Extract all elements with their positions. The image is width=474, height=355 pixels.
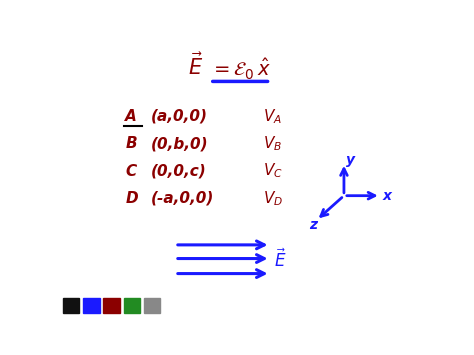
Text: $V_{B}$: $V_{B}$ [263,135,282,153]
Text: A: A [125,109,137,124]
Text: (-a,0,0): (-a,0,0) [151,191,214,206]
Text: $= \mathcal{E}_0\,\hat{x}$: $= \mathcal{E}_0\,\hat{x}$ [210,57,271,82]
Text: $\vec{E}$: $\vec{E}$ [188,53,203,80]
Text: (0,b,0): (0,b,0) [151,136,209,151]
Text: x: x [383,189,392,203]
Bar [124,298,140,313]
Bar [103,298,120,313]
Text: y: y [346,153,355,167]
Text: B: B [125,136,137,151]
Bar [83,298,100,313]
Text: (a,0,0): (a,0,0) [151,109,208,124]
Text: C: C [125,164,137,179]
Text: D: D [125,191,138,206]
Text: $V_{A}$: $V_{A}$ [263,107,282,126]
Text: $V_{C}$: $V_{C}$ [263,162,283,180]
Text: (0,0,c): (0,0,c) [151,164,207,179]
Bar [144,298,160,313]
Text: $\vec{E}$: $\vec{E}$ [274,248,287,271]
Text: $V_{D}$: $V_{D}$ [263,189,283,208]
Text: z: z [309,218,317,232]
Bar [63,298,80,313]
